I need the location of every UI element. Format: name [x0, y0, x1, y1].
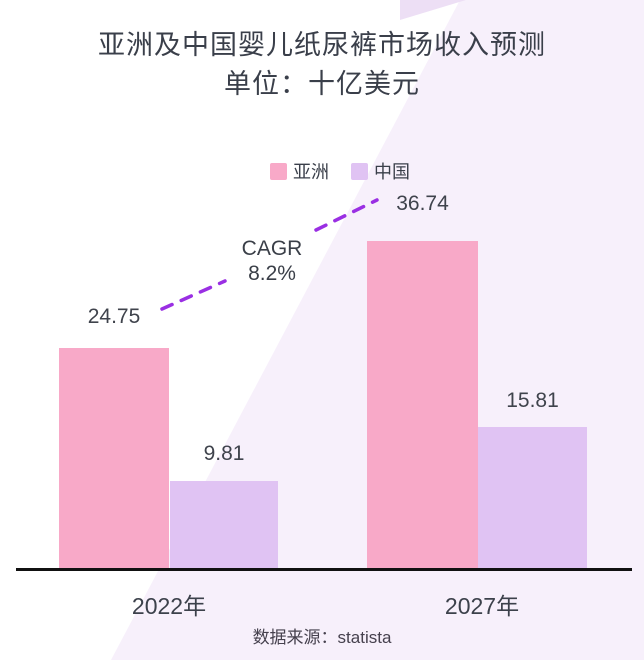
value-label-china-2022: 9.81 — [203, 442, 245, 465]
legend: 亚洲 中国 — [270, 158, 410, 184]
bar-asia-2022 — [59, 348, 169, 568]
legend-label-asia: 亚洲 — [293, 162, 329, 182]
cagr-annotation: CAGR 8.2% — [226, 236, 318, 286]
legend-item-asia: 亚洲 — [270, 158, 329, 184]
cagr-annotation-line1: CAGR — [241, 237, 303, 260]
cagr-annotation-line2: 8.2% — [248, 262, 296, 285]
x-axis-line — [16, 568, 632, 571]
data-source-caption: 数据来源：statista — [252, 628, 392, 647]
china-color-swatch — [351, 162, 368, 180]
value-label-asia-2022: 24.75 — [87, 305, 141, 328]
x-axis-label-2022: 2022年 — [131, 593, 207, 619]
legend-item-china: 中国 — [351, 158, 410, 184]
bar-china-2027 — [478, 427, 587, 568]
bar-asia-2027 — [367, 241, 478, 568]
chart-subtitle: 单位：十亿美元 — [224, 69, 420, 99]
value-label-china-2027: 15.81 — [506, 389, 559, 412]
asia-color-swatch — [270, 162, 287, 180]
x-axis-label-2027: 2027年 — [444, 593, 520, 619]
legend-label-china: 中国 — [374, 162, 410, 182]
bar-china-2022 — [170, 481, 278, 568]
cagr-dash-segment-left — [160, 279, 227, 311]
chart-title-block: 亚洲及中国婴儿纸尿裤市场收入预测 单位：十亿美元 — [0, 26, 644, 104]
value-label-asia-2027: 36.74 — [396, 192, 449, 215]
chart-title: 亚洲及中国婴儿纸尿裤市场收入预测 — [98, 30, 546, 60]
